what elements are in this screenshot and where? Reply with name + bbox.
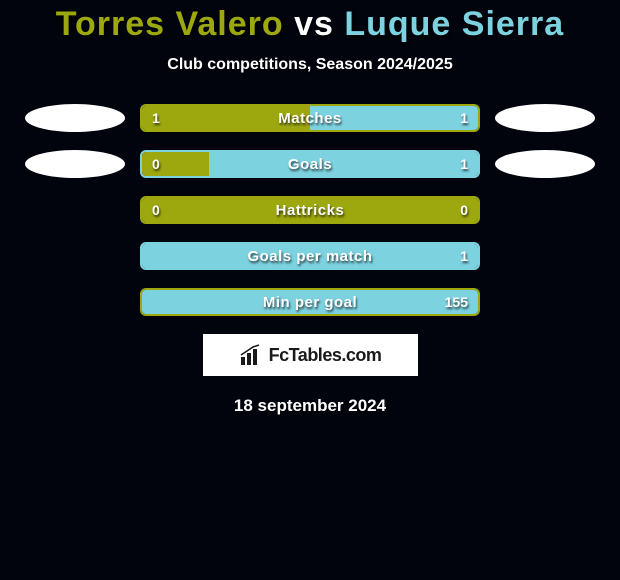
stat-label: Matches — [142, 106, 478, 130]
stat-bar: 00Hattricks — [140, 196, 480, 224]
player2-name: Luque Sierra — [344, 5, 564, 43]
brand-logo: FcTables.com — [203, 334, 418, 376]
subtitle: Club competitions, Season 2024/2025 — [0, 56, 620, 74]
stat-label: Goals per match — [142, 244, 478, 268]
comparison-title: Torres Valero vs Luque Sierra — [0, 5, 620, 44]
stat-row: 1Goals per match — [0, 242, 620, 270]
player2-oval — [495, 104, 595, 132]
spacer — [25, 242, 125, 270]
stats-rows: 11Matches 01Goals 00Hattricks 1Goals per ma… — [0, 104, 620, 316]
spacer — [495, 242, 595, 270]
player1-name: Torres Valero — [56, 5, 284, 43]
spacer — [495, 288, 595, 316]
vs-label: vs — [294, 5, 334, 43]
stat-row: 11Matches — [0, 104, 620, 132]
stat-bar: 1Goals per match — [140, 242, 480, 270]
spacer — [25, 288, 125, 316]
stat-label: Min per goal — [142, 290, 478, 314]
stat-label: Goals — [142, 152, 478, 176]
stat-row: 00Hattricks — [0, 196, 620, 224]
stat-row: 01Goals — [0, 150, 620, 178]
stat-bar: 01Goals — [140, 150, 480, 178]
stat-label: Hattricks — [142, 198, 478, 222]
bar-chart-icon — [239, 343, 263, 367]
stat-row: 155Min per goal — [0, 288, 620, 316]
player1-oval — [25, 104, 125, 132]
comparison-widget: Torres Valero vs Luque Sierra Club compe… — [0, 0, 620, 416]
stat-bar: 11Matches — [140, 104, 480, 132]
stat-bar: 155Min per goal — [140, 288, 480, 316]
date-label: 18 september 2024 — [0, 396, 620, 416]
player1-oval — [25, 150, 125, 178]
spacer — [25, 196, 125, 224]
player2-oval — [495, 150, 595, 178]
brand-text: FcTables.com — [269, 345, 382, 366]
spacer — [495, 196, 595, 224]
